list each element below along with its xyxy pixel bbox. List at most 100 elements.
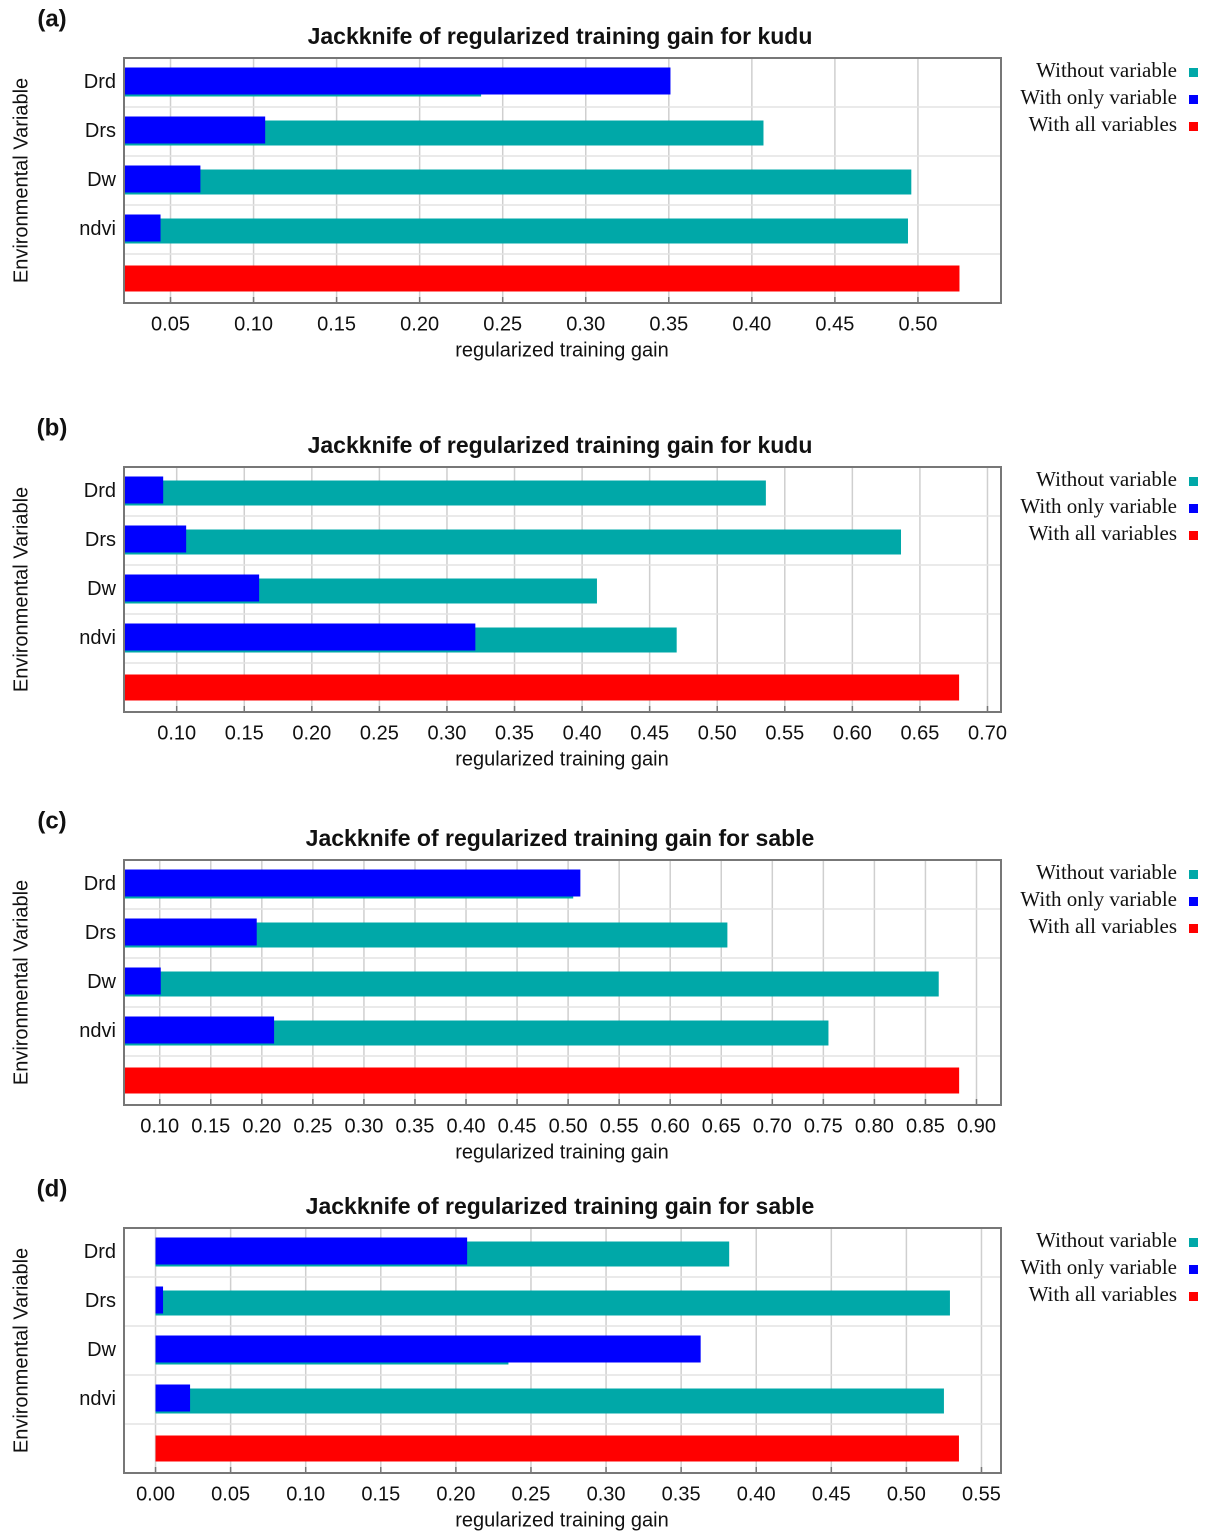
chart-title: Jackknife of regularized training gain f… (308, 432, 813, 458)
x-tick-label: 0.30 (427, 722, 466, 744)
x-tick-label: 0.35 (495, 722, 534, 744)
y-tick-label: Drs (85, 922, 116, 944)
legend-label: With only variable (1020, 85, 1177, 109)
bar (124, 1016, 275, 1044)
bar (124, 529, 902, 555)
x-tick-label: 0.35 (662, 1483, 701, 1505)
legend-swatch (1189, 122, 1198, 131)
y-tick-label: Drd (84, 480, 116, 502)
x-tick-label: 0.20 (292, 722, 331, 744)
y-axis-label: Environmental Variable (10, 487, 32, 692)
bar (124, 218, 908, 244)
x-tick-label: 0.20 (242, 1115, 281, 1137)
x-axis-label: regularized training gain (455, 748, 668, 770)
bar (124, 869, 581, 897)
legend-swatch (1189, 531, 1198, 540)
bar (124, 574, 260, 602)
y-tick-label: Drs (85, 1290, 116, 1312)
x-tick-label: 0.40 (447, 1115, 486, 1137)
plot-frame (123, 859, 1002, 1106)
x-tick-label: 0.50 (887, 1483, 926, 1505)
legend-swatch (1189, 1238, 1198, 1247)
x-tick-label: 0.60 (651, 1115, 690, 1137)
y-tick-label: Dw (87, 1339, 116, 1361)
x-tick-label: 0.25 (483, 313, 522, 335)
y-tick-label: Dw (87, 169, 116, 191)
x-tick-label: 0.45 (630, 722, 669, 744)
x-tick-label: 0.10 (157, 722, 196, 744)
x-tick-label: 0.35 (396, 1115, 435, 1137)
x-tick-label: 0.70 (753, 1115, 792, 1137)
legend-label: With all variables (1029, 112, 1177, 136)
y-tick-label: Drd (84, 1241, 116, 1263)
legend-swatch (1189, 924, 1198, 933)
x-tick-label: 0.30 (566, 313, 605, 335)
y-tick-label: Drd (84, 873, 116, 895)
y-axis-label: Environmental Variable (10, 1248, 32, 1453)
x-tick-label: 0.10 (140, 1115, 179, 1137)
legend-label: With only variable (1020, 887, 1177, 911)
x-tick-label: 0.15 (225, 722, 264, 744)
panel-label: (a) (37, 5, 66, 32)
y-tick-label: ndvi (79, 1388, 116, 1410)
x-tick-label: 0.30 (344, 1115, 383, 1137)
bar (124, 476, 164, 504)
bar (124, 525, 187, 553)
chart-title: Jackknife of regularized training gain f… (308, 23, 813, 49)
plot-frame (123, 57, 1002, 304)
bar (124, 623, 476, 651)
bar (155, 1286, 164, 1314)
chart-title: Jackknife of regularized training gain f… (306, 1193, 815, 1219)
x-tick-label: 0.45 (812, 1483, 851, 1505)
y-tick-label: Dw (87, 578, 116, 600)
x-tick-label: 0.90 (957, 1115, 996, 1137)
y-tick-label: Drs (85, 529, 116, 551)
x-axis-label: regularized training gain (455, 339, 668, 361)
x-tick-label: 0.85 (906, 1115, 945, 1137)
x-tick-label: 0.50 (898, 313, 937, 335)
x-tick-label: 0.75 (804, 1115, 843, 1137)
x-tick-label: 0.15 (361, 1483, 400, 1505)
legend-swatch (1189, 504, 1198, 513)
bar (124, 67, 671, 95)
x-tick-label: 0.10 (286, 1483, 325, 1505)
x-tick-label: 0.55 (600, 1115, 639, 1137)
x-tick-label: 0.20 (436, 1483, 475, 1505)
legend-label: With only variable (1020, 494, 1177, 518)
legend-swatch (1189, 870, 1198, 879)
bar (124, 971, 939, 997)
bar (124, 1067, 960, 1094)
chart-title: Jackknife of regularized training gain f… (306, 825, 815, 851)
bar (155, 1237, 468, 1265)
legend-swatch (1189, 1292, 1198, 1301)
bar (124, 265, 960, 292)
y-tick-label: ndvi (79, 1020, 116, 1042)
x-tick-label: 0.00 (136, 1483, 175, 1505)
bar (124, 480, 766, 506)
legend-label: With only variable (1020, 1255, 1177, 1279)
x-tick-label: 0.05 (211, 1483, 250, 1505)
plot-frame (123, 1227, 1002, 1474)
plot-frame (123, 466, 1002, 713)
bar (124, 116, 266, 144)
bar (155, 1435, 959, 1462)
legend-swatch (1189, 95, 1198, 104)
x-tick-label: 0.25 (360, 722, 399, 744)
legend-label: With all variables (1029, 1282, 1177, 1306)
legend-swatch (1189, 477, 1198, 486)
legend-label: With all variables (1029, 914, 1177, 938)
x-tick-label: 0.45 (815, 313, 854, 335)
bar (124, 918, 257, 946)
legend-label: Without variable (1036, 467, 1177, 491)
y-tick-label: Drs (85, 120, 116, 142)
x-tick-label: 0.55 (962, 1483, 1001, 1505)
x-tick-label: 0.45 (498, 1115, 537, 1137)
bar (124, 214, 161, 242)
x-tick-label: 0.70 (968, 722, 1007, 744)
y-tick-label: ndvi (79, 627, 116, 649)
legend-swatch (1189, 1265, 1198, 1274)
x-tick-label: 0.40 (737, 1483, 776, 1505)
y-tick-label: Dw (87, 971, 116, 993)
legend-swatch (1189, 68, 1198, 77)
x-tick-label: 0.15 (191, 1115, 230, 1137)
